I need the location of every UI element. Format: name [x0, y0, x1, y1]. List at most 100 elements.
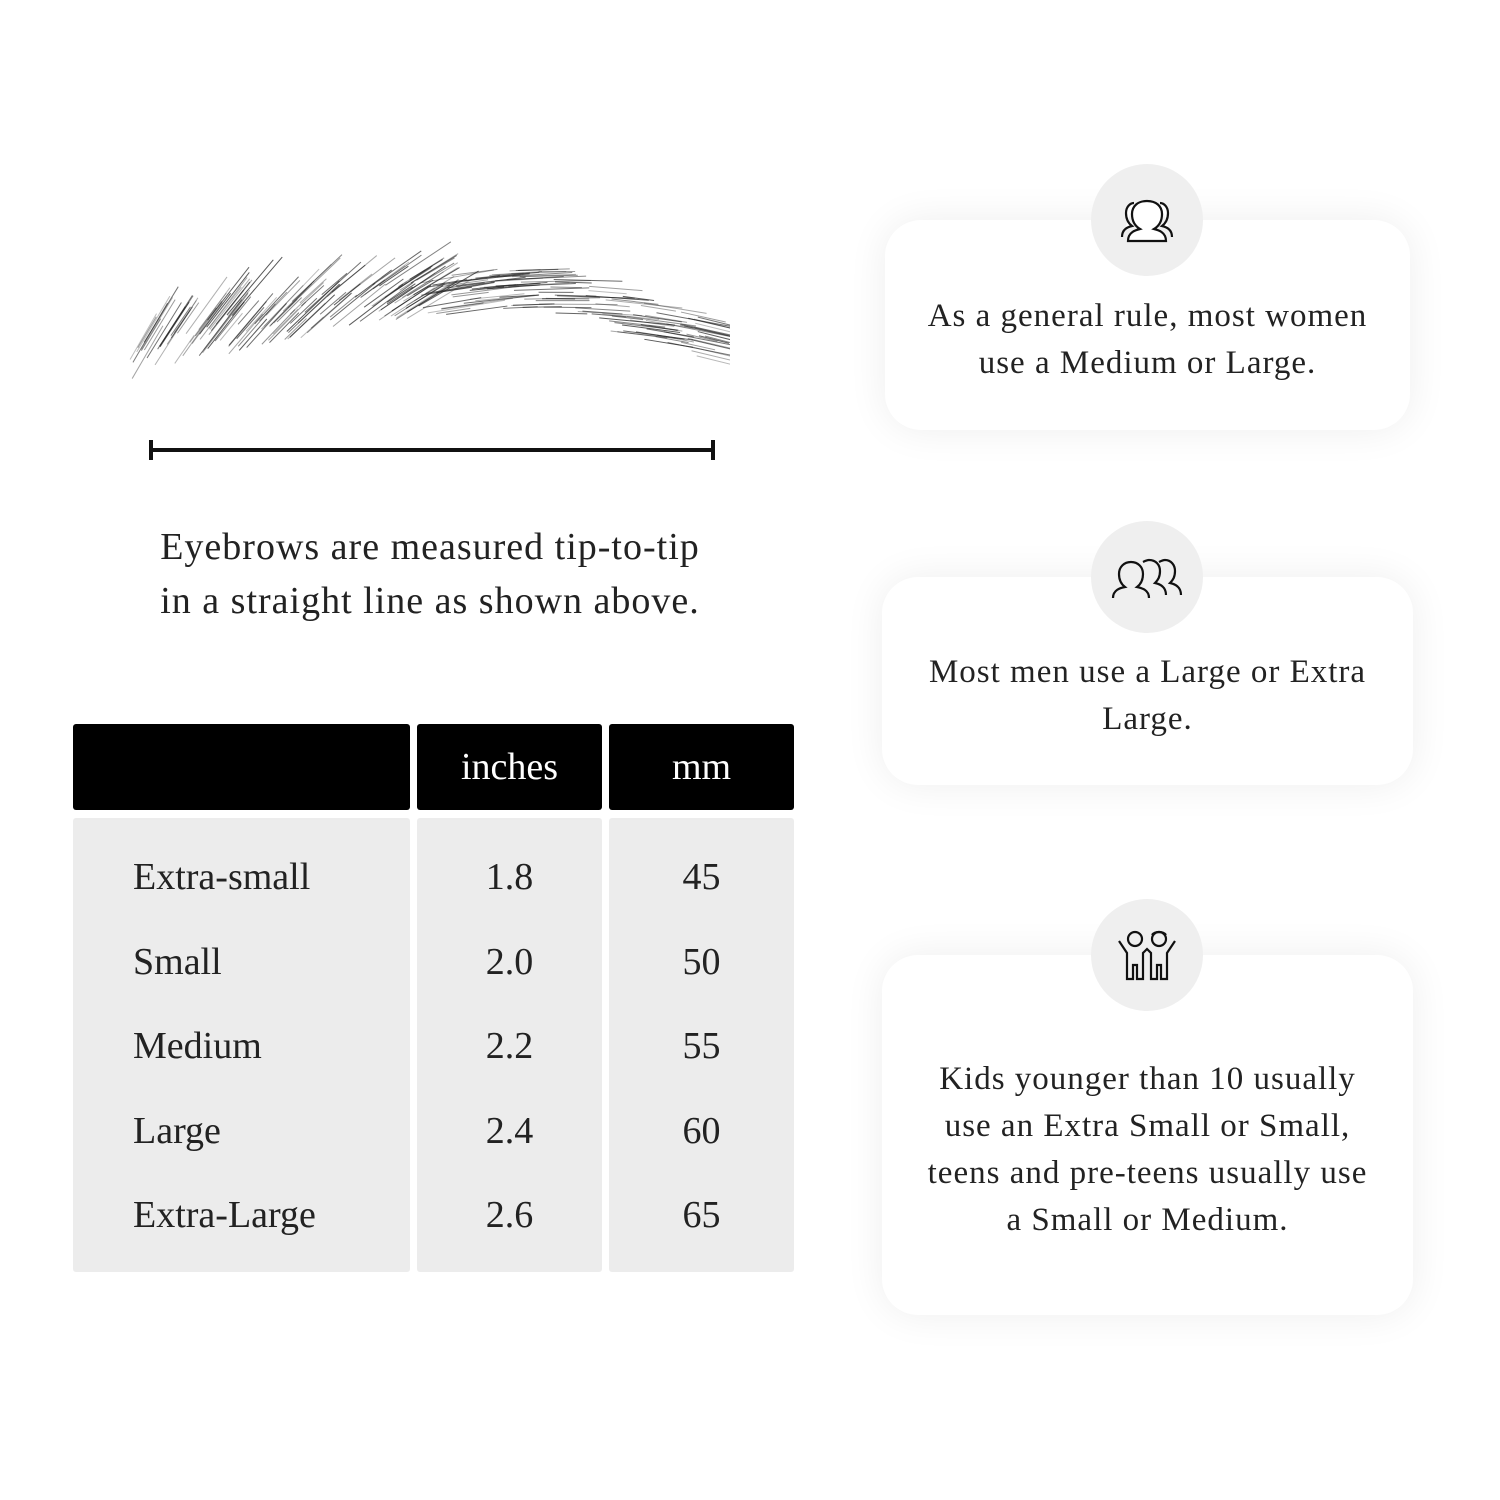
- brow-hair: [690, 346, 730, 357]
- cell-size: Large: [133, 1109, 221, 1152]
- brow-hair: [680, 311, 726, 323]
- brow-hair: [380, 265, 446, 311]
- brow-hair: [621, 324, 681, 334]
- brow-hair: [595, 303, 630, 308]
- brow-hair: [640, 305, 676, 312]
- brow-hair: [679, 324, 730, 337]
- brow-hair: [391, 285, 432, 312]
- brow-hair: [319, 291, 347, 315]
- brow-hair: [704, 335, 730, 344]
- brow-hair: [409, 259, 443, 280]
- brow-hair: [288, 283, 340, 334]
- brow-hair: [237, 300, 260, 325]
- brow-hair: [363, 278, 404, 308]
- brow-hair: [418, 270, 479, 307]
- inches-column: [417, 818, 602, 1272]
- brow-hair: [698, 335, 730, 344]
- brow-hair: [199, 292, 232, 335]
- brow-hair: [497, 282, 570, 288]
- size-column: [73, 818, 410, 1272]
- measurement-caption: Eyebrows are measured tip-to-tip in a st…: [80, 520, 780, 628]
- eyebrow-illustration: [129, 241, 730, 379]
- caption-line: Eyebrows are measured tip-to-tip: [160, 526, 700, 568]
- brow-hair: [475, 294, 535, 302]
- brow-hair: [284, 318, 307, 340]
- brow-hair: [378, 298, 412, 321]
- cell-inches: 1.8: [485, 856, 534, 898]
- brow-hair: [506, 275, 587, 281]
- brow-hair: [646, 328, 694, 338]
- brow-hair: [686, 333, 718, 342]
- brow-hair: [458, 272, 531, 282]
- brow-hair: [401, 271, 444, 298]
- brow-hair: [289, 294, 336, 338]
- brow-hair: [416, 257, 455, 281]
- brow-hair: [261, 309, 296, 345]
- brow-hair: [173, 300, 197, 333]
- brow-hair: [406, 281, 458, 313]
- brow-hair: [385, 241, 452, 286]
- brow-hair: [386, 286, 414, 305]
- brow-hair: [687, 337, 730, 349]
- brow-hair: [191, 302, 223, 344]
- caption-line: in a straight line as shown above.: [160, 580, 700, 622]
- brow-hair: [333, 283, 361, 306]
- brow-hair: [697, 331, 730, 341]
- brow-hair: [425, 281, 495, 294]
- brow-hair: [520, 280, 591, 283]
- brow-hair: [441, 279, 489, 287]
- brow-hair: [513, 287, 590, 291]
- brow-hair: [238, 318, 268, 351]
- brow-hair: [265, 280, 301, 316]
- brow-hair: [379, 265, 409, 287]
- brow-hair: [310, 292, 352, 329]
- brow-hair: [626, 315, 697, 327]
- brow-hair: [489, 272, 524, 276]
- brow-hair: [236, 307, 265, 340]
- brow-hair: [452, 291, 489, 298]
- brow-hair: [146, 302, 182, 359]
- cell-mm: 65: [682, 1194, 721, 1236]
- brow-hair: [202, 293, 249, 354]
- brow-hair: [354, 269, 392, 298]
- brow-hair: [170, 306, 191, 336]
- brow-hair: [451, 268, 498, 276]
- brow-hair: [577, 311, 643, 317]
- brow-hair: [519, 274, 578, 278]
- brow-hair: [557, 295, 635, 299]
- brow-hair: [695, 322, 730, 333]
- brow-hair: [231, 256, 283, 316]
- cell-inches: 2.2: [485, 1025, 534, 1067]
- brow-hair: [228, 293, 274, 346]
- brow-hair: [254, 276, 299, 325]
- brow-hair: [209, 278, 251, 330]
- brow-hair: [174, 335, 195, 364]
- brow-hair: [246, 303, 287, 348]
- brow-hair: [162, 295, 194, 342]
- brow-hair: [176, 302, 200, 334]
- brow-hair: [644, 338, 693, 348]
- brow-hair: [263, 268, 320, 327]
- brow-hair: [329, 282, 376, 321]
- brow-hair: [588, 290, 627, 295]
- brow-hair: [609, 320, 666, 328]
- brow-hair: [406, 276, 455, 307]
- brow-hair: [427, 299, 506, 314]
- brow-hair: [301, 285, 325, 307]
- brow-hair: [371, 281, 407, 307]
- brow-hair: [137, 316, 157, 349]
- brow-hair: [611, 298, 659, 305]
- brow-hair: [329, 294, 358, 318]
- brow-hair: [591, 313, 627, 318]
- brow-hair: [413, 267, 460, 296]
- brow-hair: [553, 278, 623, 282]
- brow-hair: [696, 355, 730, 365]
- brow-hair: [226, 259, 274, 316]
- cell-size: Small: [133, 940, 222, 983]
- brow-hair: [666, 323, 730, 338]
- women-group-icon: [1091, 164, 1203, 276]
- brow-hair: [300, 316, 324, 339]
- cell-mm: 60: [682, 1109, 721, 1152]
- cell-size: Extra-small: [133, 856, 311, 898]
- brow-hair: [622, 295, 655, 301]
